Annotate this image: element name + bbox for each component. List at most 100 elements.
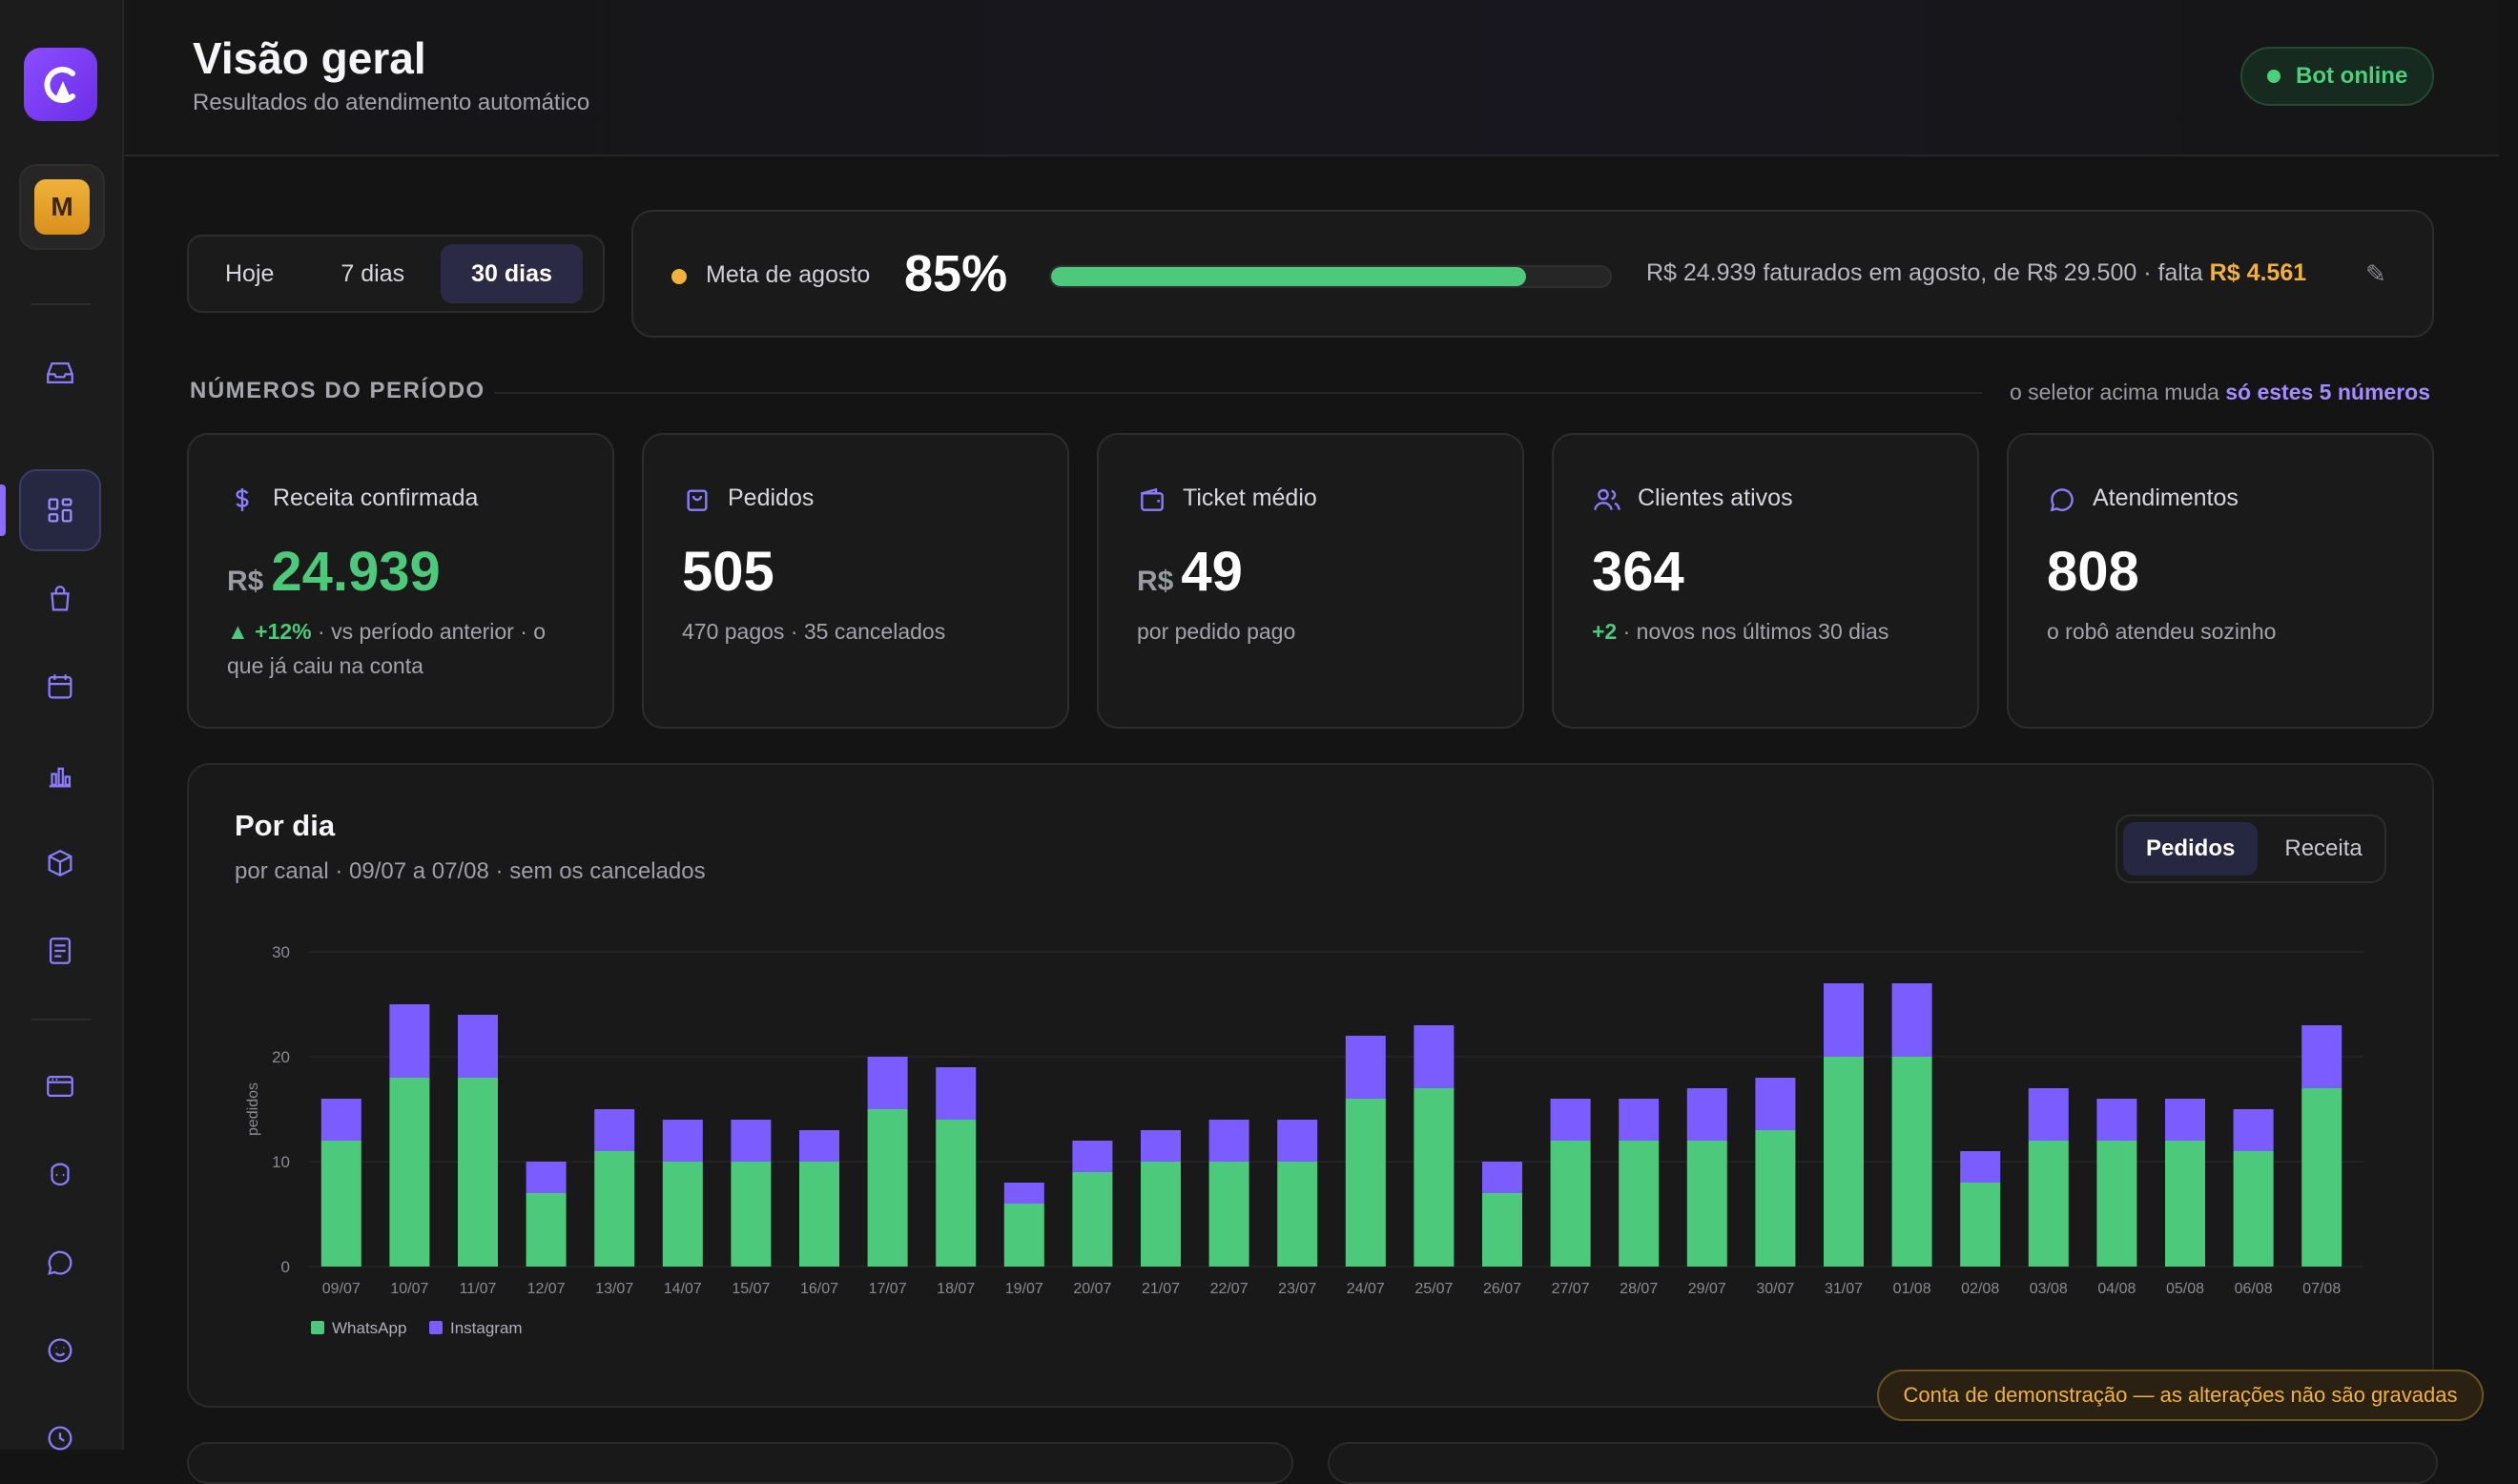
legend-swatch [429, 1321, 443, 1334]
sidebar-item-dashboard[interactable] [19, 469, 101, 551]
kpi-delta: ▲ +12% [227, 619, 312, 644]
kpi-number: 505 [682, 541, 774, 603]
period-tab-30-dias[interactable]: 30 dias [441, 244, 583, 303]
bar-instagram [2096, 1099, 2137, 1141]
bar-instagram [867, 1057, 908, 1109]
bar-instagram [2028, 1088, 2069, 1141]
bar-whatsapp [2028, 1141, 2069, 1267]
x-tick-label: 04/08 [2097, 1281, 2136, 1297]
bar-instagram [662, 1120, 703, 1162]
bar-instagram [526, 1162, 567, 1193]
metric-tab-pedidos[interactable]: Pedidos [2123, 822, 2259, 876]
sidebar-active-indicator [0, 484, 6, 536]
sidebar-item-bot[interactable] [19, 1134, 101, 1216]
status-dot-icon [2267, 70, 2281, 83]
bar-whatsapp [1550, 1141, 1591, 1267]
daily-chart-card: Por dia por canal · 09/07 a 07/08 · sem … [187, 763, 2434, 1408]
bar-instagram [1208, 1120, 1249, 1162]
legend-swatch [311, 1321, 324, 1334]
x-tick-label: 25/07 [1414, 1281, 1453, 1297]
period-tab-7-dias[interactable]: 7 dias [341, 259, 405, 287]
y-tick-label: 20 [272, 1048, 290, 1066]
bar-whatsapp [1277, 1162, 1318, 1267]
bar-instagram [1619, 1099, 1660, 1141]
goal-remaining: R$ 4.561 [2209, 259, 2307, 286]
bar-whatsapp [1960, 1183, 2001, 1267]
edit-goal-icon[interactable]: ✎ [2365, 259, 2386, 288]
goal-dot-icon [671, 269, 687, 284]
bar-whatsapp [2096, 1141, 2137, 1267]
bar-whatsapp [2301, 1088, 2343, 1267]
goal-percent: 85% [904, 245, 1008, 302]
bot-icon [51, 1163, 70, 1186]
bar-instagram [1345, 1036, 1386, 1099]
x-tick-label: 14/07 [664, 1281, 702, 1297]
bar-whatsapp [2233, 1151, 2274, 1267]
legend-label: Instagram [450, 1319, 523, 1337]
bar-instagram [1072, 1141, 1113, 1172]
page-title: Visão geral [193, 33, 426, 83]
page-subtitle: Resultados do atendimento automático [193, 90, 590, 115]
kpi-number: 808 [2047, 541, 2139, 603]
bar-instagram [731, 1120, 772, 1162]
sidebar-item-history[interactable] [19, 1397, 101, 1479]
bar-whatsapp [1482, 1193, 1522, 1267]
goal-progress-bar [1049, 265, 1612, 288]
period-tab-hoje[interactable]: Hoje [225, 259, 275, 287]
page-header: Visão geral Resultados do atendimento au… [124, 0, 2499, 156]
bar-whatsapp [1824, 1057, 1864, 1267]
goal-label: Meta de agosto [706, 261, 871, 288]
bar-whatsapp [594, 1151, 635, 1267]
x-tick-label: 19/07 [1005, 1281, 1043, 1297]
x-tick-label: 11/07 [460, 1281, 497, 1297]
bar-instagram [936, 1067, 977, 1120]
sidebar-item-orders[interactable] [19, 558, 101, 640]
bar-instagram [2233, 1109, 2274, 1151]
document-icon [49, 938, 72, 964]
sidebar-item-products[interactable] [19, 822, 101, 904]
logo-icon [43, 66, 75, 103]
account-switcher[interactable]: M [19, 164, 105, 250]
x-tick-label: 05/08 [2166, 1281, 2204, 1297]
bottom-card [187, 1442, 1293, 1484]
bot-status-badge[interactable]: Bot online [2240, 47, 2435, 106]
chat-icon [48, 1250, 72, 1275]
sidebar-item-documents[interactable] [19, 910, 101, 992]
goal-text-main: R$ 24.939 faturados em agosto, de R$ 29.… [1646, 259, 2203, 286]
bar-instagram [320, 1099, 361, 1141]
bar-whatsapp [1003, 1204, 1044, 1267]
kpi-value: 364 [1592, 540, 1684, 604]
daily-orders-chart: 0 10 20 30 pedidos 09/07 10/07 11/07 12/07 13/07 1… [245, 943, 2363, 1337]
bar-instagram [1686, 1088, 1727, 1141]
sidebar-item-browser[interactable] [19, 1045, 101, 1127]
kpi-number: 24.939 [271, 541, 441, 603]
kpi-label: Pedidos [728, 484, 815, 511]
sidebar-item-chat[interactable] [19, 1222, 101, 1304]
sidebar-item-reports[interactable] [19, 734, 101, 816]
bar-instagram [1414, 1025, 1455, 1088]
section-hint: o seletor acima muda só estes 5 números [2010, 380, 2430, 405]
kpi-label: Atendimentos [2093, 484, 2239, 511]
kpi-footnote: o robô atendeu sozinho [2047, 619, 2277, 644]
sidebar-item-calendar[interactable] [19, 646, 101, 728]
metric-tab-receita[interactable]: Receita [2284, 835, 2363, 861]
kpi-foot-text: · novos nos últimos 30 dias [1617, 619, 1889, 644]
bar-instagram [799, 1130, 839, 1162]
kpi-value: 505 [682, 540, 774, 604]
chart-title: Por dia [235, 809, 336, 842]
monthly-goal-card: Meta de agosto 85% R$ 24.939 faturados e… [631, 210, 2434, 338]
section-hint-strong: só estes 5 números [2225, 380, 2430, 404]
x-tick-label: 03/08 [2030, 1281, 2068, 1297]
app-logo[interactable] [24, 48, 97, 121]
box-icon [48, 849, 72, 877]
kpi-value: 808 [2047, 540, 2139, 604]
y-tick-label: 0 [281, 1258, 290, 1276]
kpi-number: 49 [1181, 541, 1243, 603]
bar-instagram [389, 1004, 430, 1078]
sidebar-item-feedback[interactable] [19, 1309, 101, 1391]
kpi-label: Receita confirmada [273, 484, 479, 511]
sidebar-item-inbox[interactable] [19, 332, 101, 414]
kpi-value: R$ 24.939 [227, 540, 441, 604]
kpi-number: 364 [1592, 541, 1684, 603]
x-tick-label: 21/07 [1142, 1281, 1180, 1297]
